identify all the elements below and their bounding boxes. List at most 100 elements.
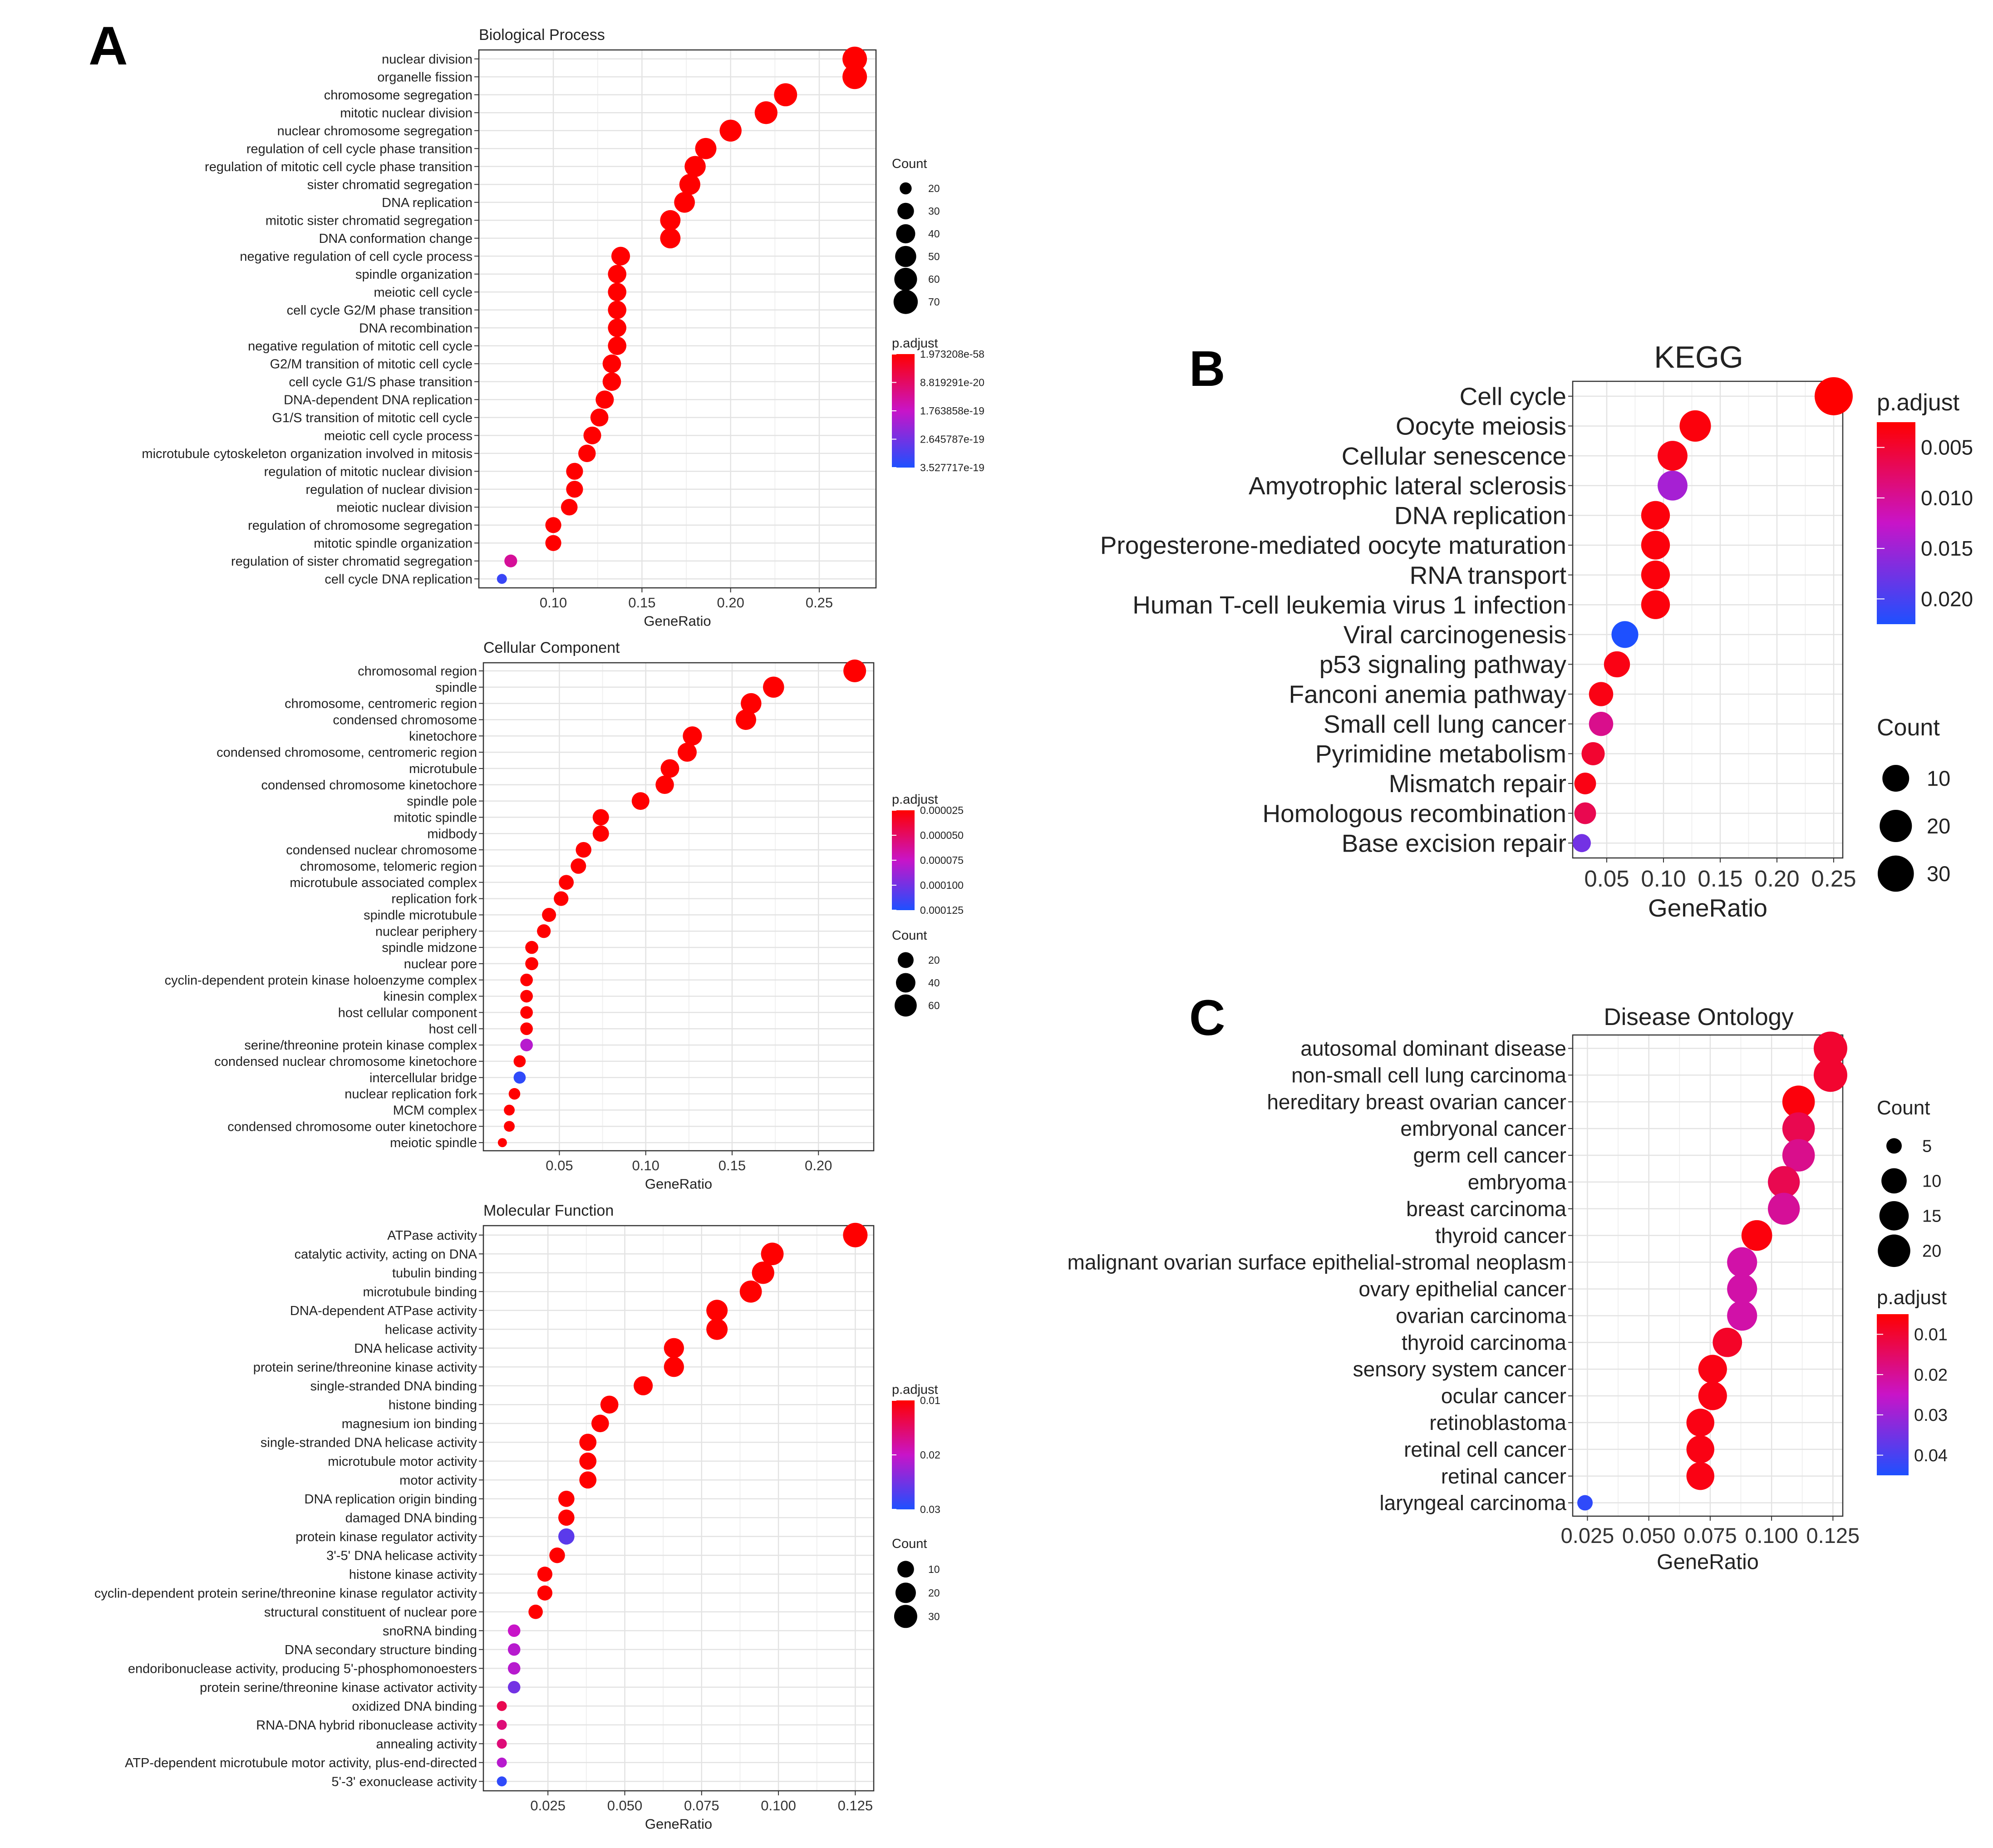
do-color-legend-label: 0.02: [1914, 1365, 1948, 1385]
kegg-title: KEGG: [1654, 340, 1743, 375]
bp-size-legend-dot: [900, 182, 912, 195]
bp-color-legend-label: 3.527717e-19: [920, 462, 984, 473]
cc-point-spindle-microtubule: [542, 907, 556, 922]
kegg-size-legend-label: 10: [1927, 766, 1950, 790]
bp-x-tick-label: 0.25: [806, 595, 833, 611]
bp-size-legend-label: 60: [928, 273, 940, 285]
cc-label-nuclear-replication-fork: nuclear replication fork: [344, 1087, 477, 1102]
mf-point-3-5-dna-helicase-activity: [549, 1547, 565, 1563]
cc-size-legend-dot: [895, 994, 917, 1017]
cc-size-legend-label: 40: [928, 977, 940, 989]
mf-point-motor-activity: [579, 1471, 597, 1489]
kegg-point-human-t-cell-leukemia-virus-1-infection: [1641, 590, 1670, 619]
do-color-bar: [1877, 1314, 1909, 1475]
do-point-sensory-system-cancer: [1698, 1355, 1727, 1384]
do-point-non-small-cell-lung-carcinoma: [1813, 1058, 1847, 1092]
bp-label-microtubule-cytoskeleton-organization-involved-in-mitosis: microtubule cytoskeleton organization in…: [142, 447, 472, 461]
bp-label-organelle-fission: organelle fission: [377, 70, 472, 84]
do-point-ocular-cancer: [1698, 1381, 1727, 1410]
cc-title: Cellular Component: [483, 639, 620, 656]
bp-size-legend-title: Count: [892, 157, 927, 171]
mf-label-tubulin-binding: tubulin binding: [392, 1266, 477, 1281]
kegg-label-base-excision-repair: Base excision repair: [1342, 829, 1566, 857]
kegg-label-homologous-recombination: Homologous recombination: [1262, 799, 1566, 828]
cc-point-chromosome-telomeric-region: [571, 858, 586, 874]
cc-label-kinetochore: kinetochore: [409, 729, 477, 744]
bp-point-dna-recombination: [608, 318, 627, 337]
do-label-ovary-epithelial-cancer: ovary epithelial cancer: [1358, 1277, 1566, 1301]
kegg-point-p53-signaling-pathway: [1604, 651, 1630, 678]
do-x-tick-label: 0.125: [1806, 1523, 1860, 1547]
kegg-size-legend-dot: [1877, 855, 1914, 892]
do-title: Disease Ontology: [1604, 1004, 1794, 1030]
cc-x-tick-label: 0.15: [718, 1158, 746, 1173]
mf-point-snorna-binding: [507, 1624, 521, 1637]
do-x-tick-label: 0.100: [1745, 1523, 1798, 1547]
mf-point-protein-serine-threonine-kinase-activity: [664, 1357, 684, 1377]
kegg-point-base-excision-repair: [1573, 834, 1591, 853]
kegg-label-human-t-cell-leukemia-virus-1-infection: Human T-cell leukemia virus 1 infection: [1132, 591, 1566, 619]
do-label-ovarian-carcinoma: ovarian carcinoma: [1396, 1304, 1566, 1327]
bp-size-legend-label: 40: [928, 228, 940, 240]
bp-point-microtubule-cytoskeleton-organization-involved-in-mitosis: [578, 444, 596, 462]
kegg-label-mismatch-repair: Mismatch repair: [1389, 769, 1566, 798]
mf-x-tick-label: 0.025: [530, 1798, 566, 1814]
cc-color-legend-label: 0.000100: [920, 879, 964, 891]
bp-color-legend-title: p.adjust: [892, 336, 938, 351]
cc-point-condensed-chromosome-kinetochore: [655, 775, 674, 794]
kegg-x-tick-label: 0.10: [1641, 866, 1686, 892]
bp-size-legend-dot: [893, 290, 918, 314]
do-color-legend-label: 0.04: [1914, 1446, 1948, 1465]
cc-label-spindle-pole: spindle pole: [407, 794, 477, 809]
cc-point-spindle: [763, 676, 784, 698]
mf-color-legend-label: 0.03: [920, 1503, 940, 1515]
do-size-legend-label: 5: [1922, 1137, 1932, 1156]
cc-size-legend-dot: [897, 952, 914, 968]
bp-label-regulation-of-cell-cycle-phase-transition: regulation of cell cycle phase transitio…: [246, 142, 472, 156]
cc-label-chromosomal-region: chromosomal region: [358, 664, 477, 679]
cc-x-tick-label: 0.20: [805, 1158, 832, 1173]
do-point-retinoblastoma: [1686, 1409, 1714, 1437]
mf-size-legend-dot: [895, 1582, 916, 1603]
bp-title: Biological Process: [479, 26, 605, 44]
mf-label-oxidized-dna-binding: oxidized DNA binding: [352, 1699, 477, 1714]
mf-point-annealing-activity: [497, 1739, 507, 1749]
mf-point-protein-serine-threonine-kinase-activator-activity: [507, 1680, 521, 1694]
bp-x-axis-label: GeneRatio: [644, 613, 711, 629]
cc-panel-border: [482, 662, 875, 1152]
mf-label-dna-helicase-activity: DNA helicase activity: [354, 1341, 477, 1356]
mf-label-catalytic-activity-acting-on-dna: catalytic activity, acting on DNA: [295, 1247, 477, 1262]
cc-point-serine-threonine-protein-kinase-complex: [520, 1039, 533, 1051]
bp-point-dna-conformation-change: [660, 228, 681, 249]
do-size-legend-label: 10: [1922, 1172, 1941, 1191]
bp-label-spindle-organization: spindle organization: [355, 267, 472, 282]
bp-label-cell-cycle-dna-replication: cell cycle DNA replication: [325, 572, 472, 586]
do-label-thyroid-cancer: thyroid cancer: [1435, 1224, 1566, 1247]
bp-color-legend-label: 2.645787e-19: [920, 434, 984, 445]
mf-point-microtubule-motor-activity: [579, 1452, 597, 1470]
cc-label-serine-threonine-protein-kinase-complex: serine/threonine protein kinase complex: [244, 1038, 477, 1053]
do-label-hereditary-breast-ovarian-cancer: hereditary breast ovarian cancer: [1267, 1090, 1566, 1114]
bp-size-legend-label: 30: [928, 205, 940, 217]
chart-biological-process: 0.10 0.15 0.20 0.25 nuclear division organell…: [142, 26, 984, 629]
kegg-label-cell-cycle: Cell cycle: [1460, 382, 1566, 410]
kegg-label-cellular-senescence: Cellular senescence: [1342, 442, 1566, 470]
bp-point-regulation-of-chromosome-segregation: [545, 517, 561, 533]
mf-point-magnesium-ion-binding: [591, 1414, 609, 1433]
cc-point-condensed-chromosome-outer-kinetochore: [504, 1121, 515, 1132]
bp-point-nuclear-division: [842, 46, 867, 71]
cc-plot-area: [483, 663, 874, 1151]
cc-point-midbody: [592, 825, 609, 842]
cc-label-host-cell: host cell: [429, 1022, 477, 1036]
mf-point-catalytic-activity-acting-on-dna: [761, 1242, 784, 1266]
bp-label-regulation-of-chromosome-segregation: regulation of chromosome segregation: [248, 518, 472, 533]
do-point-embryonal-cancer: [1782, 1112, 1815, 1145]
cc-label-condensed-chromosome-centromeric-region: condensed chromosome, centromeric region: [217, 745, 477, 760]
mf-label-annealing-activity: annealing activity: [376, 1737, 477, 1751]
mf-point-dna-secondary-structure-binding: [507, 1643, 521, 1656]
bp-size-legend-label: 20: [928, 182, 940, 194]
mf-size-legend-dot: [894, 1605, 917, 1628]
do-label-embryonal-cancer: embryonal cancer: [1400, 1117, 1566, 1140]
cc-label-nuclear-periphery: nuclear periphery: [375, 924, 477, 939]
cc-label-spindle: spindle: [435, 680, 477, 695]
